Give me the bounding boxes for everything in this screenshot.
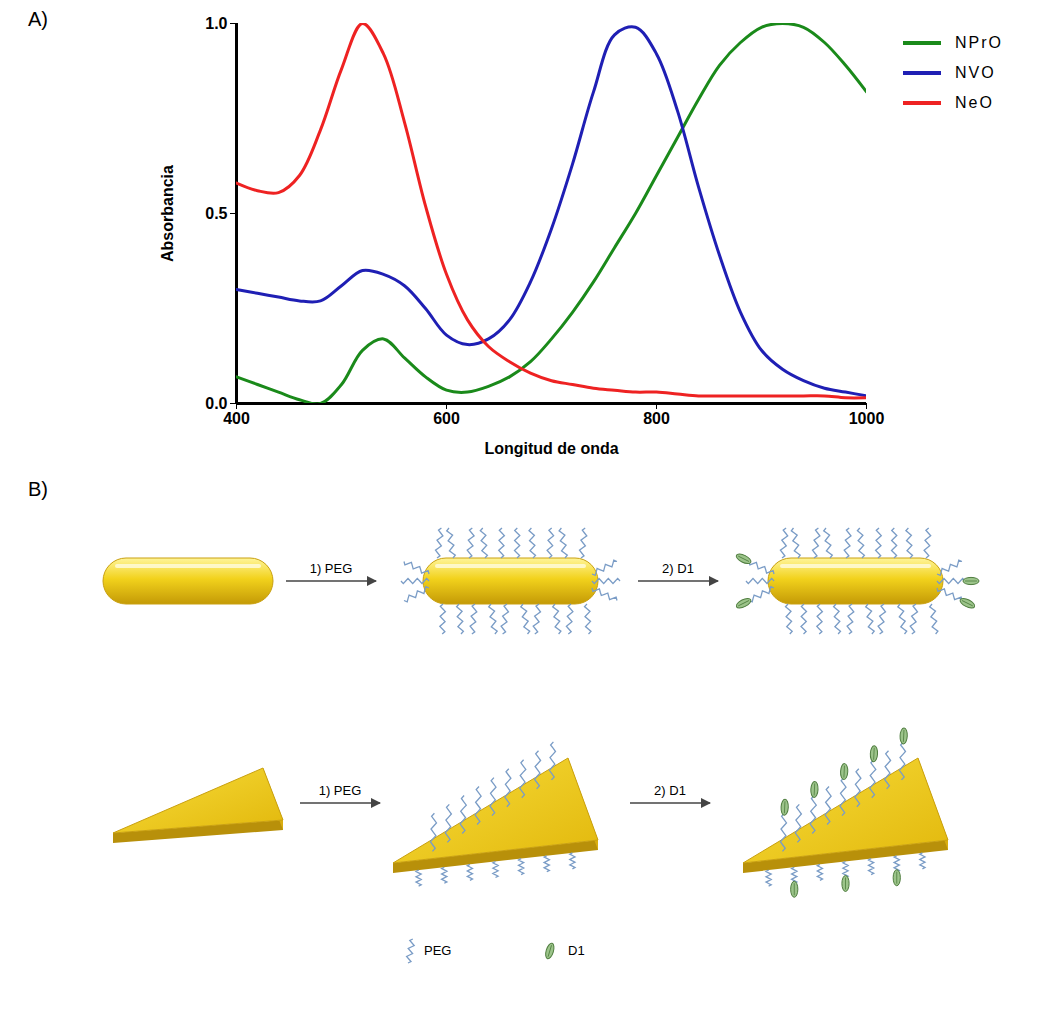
html-text:B): B): [28, 478, 48, 500]
html-text:NPrO: NPrO: [955, 34, 1003, 51]
svg-text:0.0: 0.0: [205, 394, 228, 412]
html-text:NeO: NeO: [955, 94, 994, 111]
svg-text:1000: 1000: [849, 410, 885, 427]
html-text:NVO: NVO: [955, 64, 996, 81]
svg-text:2) D1: 2) D1: [654, 783, 686, 798]
svg-text:400: 400: [223, 410, 250, 427]
svg-text:Absorbancia: Absorbancia: [159, 165, 176, 262]
svg-text:Longitud de onda: Longitud de onda: [484, 440, 618, 457]
html-text:A): A): [28, 8, 48, 30]
svg-text:1) PEG: 1) PEG: [310, 561, 353, 576]
svg-text:600: 600: [433, 410, 460, 427]
svg-text:0.5: 0.5: [205, 205, 227, 222]
svg-text:PEG: PEG: [424, 943, 451, 958]
svg-text:1) PEG: 1) PEG: [319, 783, 362, 798]
svg-text:2) D1: 2) D1: [662, 561, 694, 576]
svg-text:1.0: 1.0: [205, 15, 227, 32]
svg-text:D1: D1: [568, 943, 585, 958]
svg-text:800: 800: [643, 410, 670, 427]
